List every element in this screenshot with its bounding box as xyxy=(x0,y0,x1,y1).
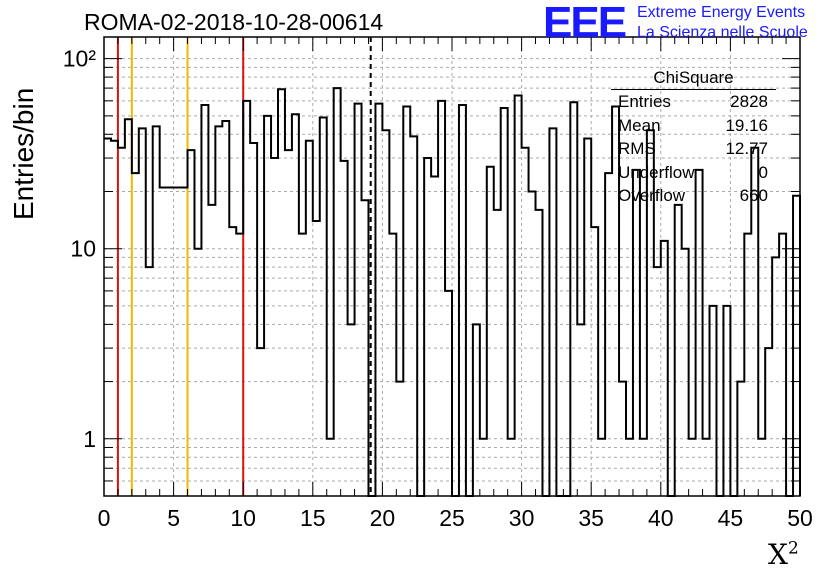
x-tick-label: 25 xyxy=(439,505,465,531)
x-tick-label: 10 xyxy=(230,505,256,531)
eee-logo: EEE xyxy=(543,0,627,48)
stats-box: ChiSquare Entries 2828 Mean 19.16 RMS 12.77… xyxy=(611,68,776,210)
stats-value: 2828 xyxy=(730,92,768,111)
x-tick-label: 5 xyxy=(167,505,180,531)
stats-label: Entries xyxy=(618,92,671,111)
x-tick-label: 50 xyxy=(787,505,813,531)
x-axis-label-text: X xyxy=(768,538,788,571)
y-axis-label: Entries/bin xyxy=(8,87,39,220)
x-tick-label: 0 xyxy=(98,505,111,531)
stats-row: Overflow 660 xyxy=(611,186,776,210)
stats-label: Mean xyxy=(618,115,661,135)
x-tick-label: 15 xyxy=(300,505,326,531)
stats-title: ChiSquare xyxy=(611,68,776,90)
stats-value: 0 xyxy=(758,162,768,182)
y-tick-label: 1 xyxy=(83,426,96,452)
axes: 0 5 10 15 20 25 30 35 40 45 50 1 10 10² xyxy=(63,36,813,531)
logo-text: EEE xyxy=(543,0,627,47)
stats-value: 12.77 xyxy=(725,139,768,158)
stats-label: Underflow xyxy=(618,162,695,182)
stats-value: 19.16 xyxy=(725,115,768,135)
grid xyxy=(104,37,800,496)
x-tick-label: 40 xyxy=(648,505,674,531)
stats-row: Mean 19.16 xyxy=(611,116,776,140)
x-tick-label: 30 xyxy=(509,505,535,531)
stats-label: RMS xyxy=(618,139,656,158)
stats-row: RMS 12.77 xyxy=(611,139,776,163)
y-tick-label: 10² xyxy=(63,46,97,72)
stats-row: Entries 2828 xyxy=(611,92,776,116)
logo-subtitle-1: Extreme Energy Events xyxy=(637,4,806,21)
stats-value: 660 xyxy=(739,186,768,205)
x-axis-label-sup: 2 xyxy=(787,538,799,559)
chart-title: ROMA-02-2018-10-28-00614 xyxy=(84,9,384,35)
stats-label: Overflow xyxy=(618,186,686,205)
logo-subtitle-2: La Scienza nelle Scuole xyxy=(637,24,808,41)
x-axis-label: X2 xyxy=(768,538,799,571)
stats-row: Underflow 0 xyxy=(611,163,776,187)
x-tick-label: 20 xyxy=(370,505,396,531)
y-tick-label: 10 xyxy=(70,236,96,262)
x-tick-label: 35 xyxy=(578,505,604,531)
x-tick-label: 45 xyxy=(718,505,744,531)
